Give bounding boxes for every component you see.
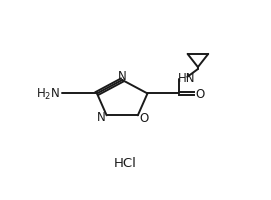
Text: HN: HN — [178, 71, 195, 84]
Text: H$_2$N: H$_2$N — [36, 86, 60, 102]
Text: O: O — [139, 111, 148, 124]
Text: HCl: HCl — [114, 156, 136, 169]
Text: O: O — [195, 88, 204, 100]
Text: N: N — [96, 110, 105, 123]
Text: N: N — [118, 70, 127, 83]
